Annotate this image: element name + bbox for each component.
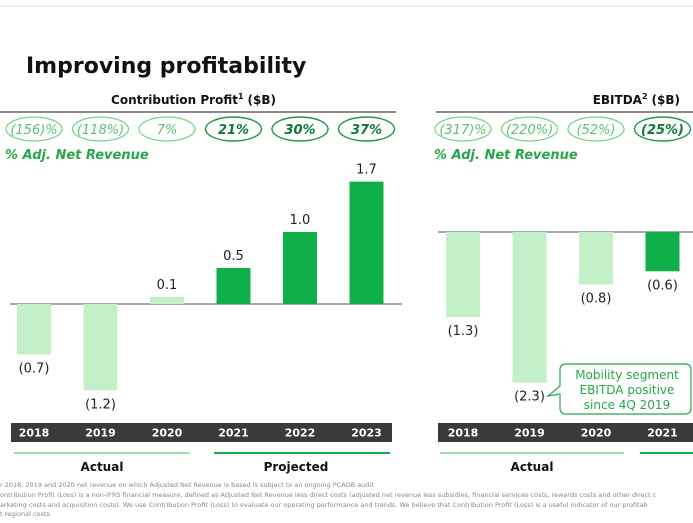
contribution-pct-badge-2019 <box>71 116 130 142</box>
contribution-header-text: Contribution Profit <box>111 93 238 107</box>
callout-line-2: EBITDA positive <box>580 383 675 397</box>
contribution-header-sup: 1 <box>238 92 244 101</box>
callout-line-1: Mobility segment <box>575 368 679 382</box>
contribution-value-label-2021: 0.5 <box>223 249 244 264</box>
ebitda-header: EBITDA2 ($B) <box>593 92 680 107</box>
ebitda-header-sup: 2 <box>642 92 648 101</box>
ebitda-pct-badge-2018 <box>434 116 492 142</box>
contribution-pct-badge-text-2019: (118%) <box>77 123 124 138</box>
ebitda-year-band <box>438 423 693 442</box>
footnote-3: arketing costs and acquisition costs). W… <box>0 501 648 509</box>
ebitda-bar-2020 <box>579 232 613 285</box>
contribution-bar-2020 <box>150 296 184 304</box>
contribution-year-label-2023: 2023 <box>351 427 382 440</box>
ebitda-year-label-2018: 2018 <box>448 427 479 440</box>
contribution-bar-2021 <box>216 268 251 304</box>
contribution-year-label-2022: 2022 <box>285 427 316 440</box>
ebitda-pct-badge-text-2018: (317)% <box>439 123 486 138</box>
contribution-value-label-2019: (1.2) <box>85 397 116 412</box>
ebitda-bar-2019 <box>512 232 547 383</box>
contribution-pct-badge-text-2023: 37% <box>351 123 382 138</box>
ebitda-pct-badge-2021 <box>633 116 692 142</box>
ebitda-callout: Mobility segment EBITDA positive since 4… <box>545 363 692 415</box>
contribution-pct-badge-2022 <box>271 116 329 142</box>
page-title: Improving profitability <box>26 54 306 79</box>
ebitda-pct-label: % Adj. Net Revenue <box>434 148 578 163</box>
contribution-pct-badge-2018 <box>5 116 63 142</box>
contribution-pct-label: % Adj. Net Revenue <box>5 148 149 163</box>
ebitda-value-label-2019: (2.3) <box>514 390 545 405</box>
footnote-2: ontribution Profit (Loss) is a non-IFRS … <box>0 491 657 499</box>
contribution-header-unit: ($B) <box>248 93 276 107</box>
callout-box <box>545 363 692 415</box>
contribution-pct-badge-text-2021: 21% <box>218 123 249 138</box>
ebitda-pct-badge-text-2021: (25%) <box>641 123 684 138</box>
ebitda-value-label-2020: (0.8) <box>581 291 612 306</box>
contribution-projected-label: Projected <box>264 460 329 474</box>
ebitda-header-text: EBITDA <box>593 93 643 107</box>
ebitda-value-label-2021: (0.6) <box>647 278 678 293</box>
contribution-year-label-2020: 2020 <box>152 427 183 440</box>
contribution-bar-2019 <box>83 304 118 391</box>
contribution-year-label-2019: 2019 <box>85 427 116 440</box>
contribution-pct-badge-2021 <box>204 116 263 142</box>
contribution-year-band <box>11 423 392 442</box>
contribution-bar-2018 <box>17 304 51 355</box>
ebitda-actual-label: Actual <box>511 460 554 474</box>
footnote-1: r 2018, 2019 and 2020 net revenue on whi… <box>0 481 374 489</box>
contribution-year-label-2021: 2021 <box>218 427 249 440</box>
ebitda-header-unit: ($B) <box>652 93 680 107</box>
ebitda-pct-badge-text-2019: (220%) <box>506 123 553 138</box>
contribution-header: Contribution Profit1 ($B) <box>111 92 276 107</box>
ebitda-year-label-2021: 2021 <box>647 427 678 440</box>
contribution-year-label-2018: 2018 <box>19 427 50 440</box>
contribution-bar-2023 <box>349 181 384 304</box>
ebitda-chart: (1.3) 2018 (317)% (2.3) 2019 (220%) (0.8) 2020 (… <box>434 116 693 442</box>
ebitda-bar-2018 <box>446 232 480 318</box>
ebitda-year-label-2020: 2020 <box>581 427 612 440</box>
contribution-value-label-2022: 1.0 <box>290 213 311 228</box>
contribution-pct-badge-2023 <box>337 116 396 142</box>
contribution-value-label-2018: (0.7) <box>19 361 50 376</box>
contribution-actual-label: Actual <box>81 460 124 474</box>
contribution-value-label-2023: 1.7 <box>356 163 377 178</box>
ebitda-pct-badge-2020 <box>567 116 625 142</box>
contribution-bar-2022 <box>283 232 317 304</box>
ebitda-pct-badge-2019 <box>500 116 559 142</box>
contribution-pct-badge-2020 <box>138 116 196 142</box>
footnote-4: t regional costs <box>0 510 51 518</box>
contribution-value-label-2020: 0.1 <box>157 278 178 293</box>
ebitda-year-label-2019: 2019 <box>514 427 545 440</box>
ebitda-value-label-2018: (1.3) <box>448 324 479 339</box>
contribution-pct-badge-text-2018: (156)% <box>10 123 57 138</box>
ebitda-pct-badge-text-2020: (52%) <box>576 123 615 138</box>
ebitda-bar-2021 <box>645 232 680 272</box>
callout-line-3: since 4Q 2019 <box>584 398 670 412</box>
contribution-pct-badge-text-2020: 7% <box>157 123 178 138</box>
contribution-chart: (0.7) 2018 (156)% (1.2) 2019 (118%) 0.1 2020 7% 0… <box>5 116 402 442</box>
contribution-pct-badge-text-2022: 30% <box>284 123 315 138</box>
